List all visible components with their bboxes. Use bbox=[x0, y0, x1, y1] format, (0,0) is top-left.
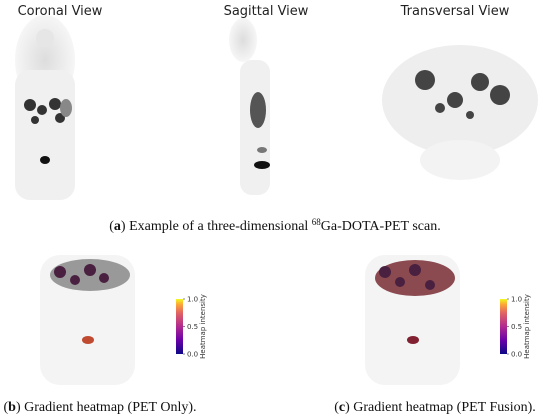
tick-label: 1.0 bbox=[511, 296, 522, 304]
caption-part: ) Gradient heatmap (PET Fusion). bbox=[345, 400, 536, 415]
tick-label: 0.5 bbox=[187, 323, 198, 331]
colorbar-label: Heatmap intensity bbox=[523, 294, 531, 359]
caption-part: ) Example of a three-dimensional bbox=[121, 219, 312, 234]
colorbar-gradient bbox=[500, 299, 507, 354]
caption: (a) Example of a three-dimensional 68Ga-… bbox=[109, 217, 440, 234]
caption: (b) Gradient heatmap (PET Only). bbox=[4, 400, 197, 415]
caption-part: a bbox=[114, 219, 121, 234]
heatmap-c-image bbox=[365, 255, 460, 385]
colorbar: 0.0 0.5 1.0 Heatmap intensity bbox=[176, 294, 207, 359]
heatmap-b-image bbox=[40, 255, 135, 385]
caption-part: b bbox=[8, 400, 16, 415]
caption-part: Ga-DOTA-PET scan. bbox=[321, 219, 441, 234]
caption-part: 68 bbox=[312, 217, 322, 227]
tick-label: 1.0 bbox=[187, 296, 198, 304]
caption: (c) Gradient heatmap (PET Fusion). bbox=[334, 400, 536, 415]
tick-label: 0.0 bbox=[511, 351, 522, 359]
caption-part: ) Gradient heatmap (PET Only). bbox=[16, 400, 197, 415]
tick-label: 0.5 bbox=[511, 323, 522, 331]
transversal-image bbox=[382, 45, 538, 180]
view-title: Sagittal View bbox=[224, 4, 309, 19]
caption-part: c bbox=[339, 400, 345, 415]
coronal-image bbox=[15, 15, 75, 200]
view-title: Coronal View bbox=[18, 4, 103, 19]
sagittal-image bbox=[229, 18, 270, 195]
tick-label: 0.0 bbox=[187, 351, 198, 359]
caption-part: ( bbox=[334, 400, 339, 415]
colorbar-gradient bbox=[176, 299, 183, 354]
colorbar-label: Heatmap intensity bbox=[199, 294, 207, 359]
caption-part: ( bbox=[4, 400, 9, 415]
colorbar: 0.0 0.5 1.0 Heatmap intensity bbox=[500, 294, 531, 359]
caption-part: ( bbox=[109, 219, 114, 234]
view-title: Transversal View bbox=[400, 4, 510, 19]
